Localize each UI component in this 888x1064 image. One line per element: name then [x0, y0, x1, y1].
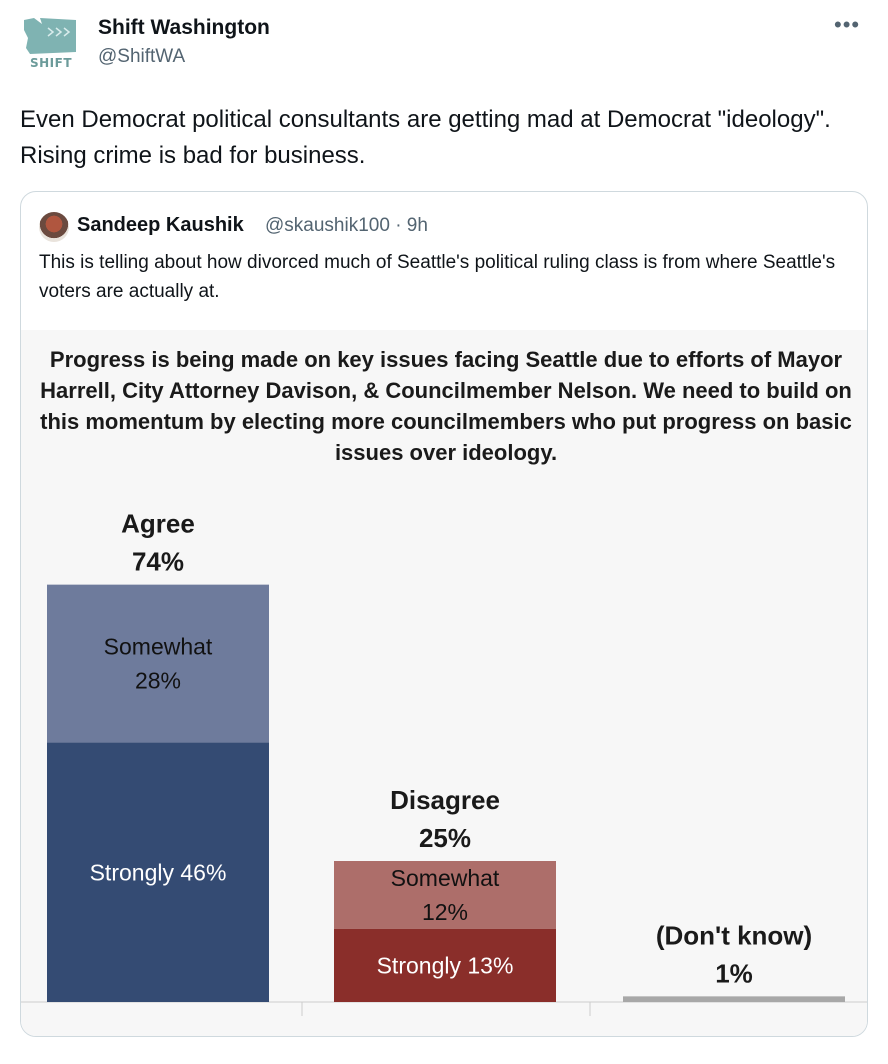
bar-1-segment-1 [334, 861, 556, 929]
group-label-2: (Don't know) [656, 920, 812, 950]
shift-washington-avatar[interactable] [20, 14, 80, 74]
chart-title: Progress is being made on key issues fac… [40, 347, 852, 465]
segment-label-1-0-0: Strongly 13% [377, 952, 514, 978]
group-total-0: 74% [132, 547, 184, 577]
group-total-1: 25% [419, 823, 471, 853]
chart-image[interactable]: Progress is being made on key issues fac… [21, 330, 867, 1036]
quote-text: This is telling about how divorced much … [39, 252, 836, 302]
tweet-text: Even Democrat political consultants are … [20, 106, 831, 169]
group-label-1: Disagree [390, 785, 500, 815]
more-dots-icon[interactable]: ••• [834, 12, 861, 37]
segment-label-1-1-1: 12% [422, 899, 468, 925]
bar-0-segment-0 [47, 742, 269, 1002]
bar-1-segment-0 [334, 928, 556, 1002]
avatar-label: SHIFT [30, 56, 73, 70]
group-total-2: 1% [715, 958, 753, 988]
quote-author-avatar[interactable] [39, 212, 69, 242]
bar-0-segment-1 [47, 584, 269, 743]
segment-label-0-0-0: Strongly 46% [90, 859, 227, 885]
washington-state-icon [24, 18, 76, 54]
segment-label-0-1-1: 28% [135, 668, 181, 694]
segment-label-1-1-0: Somewhat [391, 865, 500, 891]
quote-author-meta: @skaushik100 · 9h [265, 215, 428, 236]
stacked-bar-chart: Strongly 46% Somewhat 28% Agree 74% Strongly … [21, 509, 867, 1016]
bar-2-segment-0 [623, 996, 845, 1002]
author-name[interactable]: Shift Washington [98, 16, 270, 39]
quote-author-name[interactable]: Sandeep Kaushik [77, 214, 244, 236]
group-label-0: Agree [121, 509, 195, 539]
author-handle[interactable]: @ShiftWA [98, 46, 186, 67]
segment-label-0-1-0: Somewhat [104, 634, 213, 660]
quote-tweet[interactable]: Sandeep Kaushik @skaushik100 · 9h This i… [20, 191, 868, 1037]
